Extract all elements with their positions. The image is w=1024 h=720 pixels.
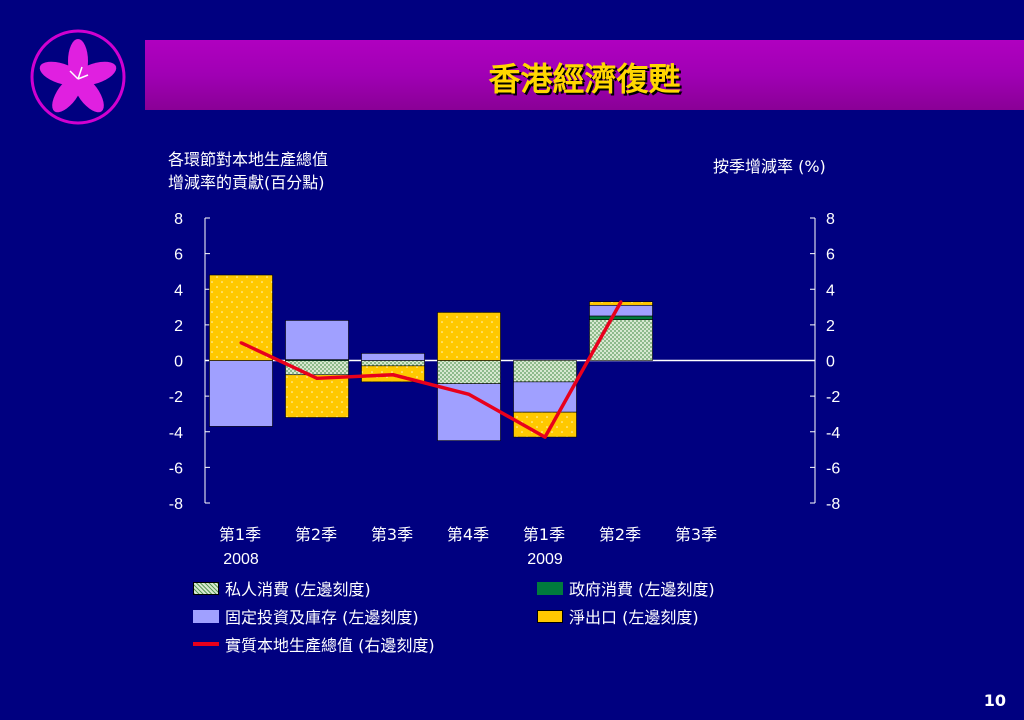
bar-segment (589, 304, 653, 317)
bar-segment (589, 315, 653, 320)
right-tick-label: -6 (826, 460, 840, 477)
gdp-point (543, 435, 547, 439)
legend-swatch (537, 609, 563, 623)
left-tick-label: -2 (169, 389, 183, 406)
right-tick-label: -8 (826, 496, 840, 513)
right-tick-label: 0 (826, 354, 835, 371)
category-label: 第4季 (447, 525, 489, 544)
legend-swatch (537, 581, 563, 595)
legend-label: 政府消費 (左邊刻度) (569, 580, 715, 599)
category-label: 第2季 (295, 525, 337, 544)
left-tick-label: 2 (174, 318, 183, 335)
legend-swatch (193, 609, 219, 623)
gdp-point (239, 341, 243, 345)
legend-swatch (193, 581, 219, 595)
gdp-point (619, 300, 623, 304)
bar-segment (285, 320, 349, 360)
left-tick-label: 6 (174, 247, 183, 264)
legend-item: 固定投資及庫存 (左邊刻度) (193, 604, 419, 628)
bar-segment (361, 353, 425, 361)
bar-segment (513, 381, 577, 413)
left-axis-title-line-2: 增減率的貢獻(百分點) (168, 173, 325, 192)
legend-label: 淨出口 (左邊刻度) (569, 608, 699, 627)
left-tick-label: -8 (169, 496, 183, 513)
right-tick-label: 8 (826, 211, 835, 228)
bar-segment (437, 383, 501, 441)
bar-segment (209, 274, 273, 361)
bauhinia-logo-icon (30, 29, 126, 125)
year-label: 2009 (527, 551, 563, 568)
bar-segment (285, 374, 349, 418)
category-label: 第1季 (219, 525, 261, 544)
right-tick-label: -2 (826, 389, 840, 406)
gdp-point (467, 392, 471, 396)
category-label: 第3季 (371, 525, 413, 544)
legend-item: 私人消費 (左邊刻度) (193, 576, 371, 600)
right-tick-label: 6 (826, 247, 835, 264)
right-tick-label: 2 (826, 318, 835, 335)
right-axis-title: 按季增減率 (%) (713, 157, 826, 176)
gdp-line (240, 300, 623, 439)
legend-item: 實質本地生產總值 (右邊刻度) (193, 632, 435, 656)
legend-swatch (193, 642, 219, 646)
title-bar: 香港經濟復甦 (145, 40, 1024, 110)
right-tick-label: 4 (826, 282, 835, 299)
year-label: 2008 (223, 551, 259, 568)
bar-segment (437, 312, 501, 361)
legend-item: 淨出口 (左邊刻度) (537, 604, 699, 628)
legend-label: 固定投資及庫存 (左邊刻度) (225, 608, 419, 627)
gdp-point (315, 376, 319, 380)
left-tick-label: 4 (174, 282, 183, 299)
left-tick-label: -6 (169, 460, 183, 477)
left-axis-title-line-1: 各環節對本地生產總值 (168, 150, 329, 169)
legend-label: 實質本地生產總值 (右邊刻度) (225, 636, 435, 655)
category-label: 第1季 (523, 525, 565, 544)
legend-label: 私人消費 (左邊刻度) (225, 580, 371, 599)
category-label: 第2季 (599, 525, 641, 544)
bar-segment (209, 360, 273, 427)
page-number: 10 (983, 691, 1006, 710)
bar-segment (437, 360, 501, 384)
left-tick-label: -4 (169, 425, 183, 442)
legend-item: 政府消費 (左邊刻度) (537, 576, 715, 600)
left-axis-title: 各環節對本地生產總值 增減率的貢獻(百分點) (168, 148, 328, 194)
gdp-point (391, 373, 395, 377)
left-tick-label: 8 (174, 211, 183, 228)
page-title: 香港經濟復甦 (488, 60, 681, 98)
left-tick-label: 0 (174, 354, 183, 371)
category-label: 第3季 (675, 525, 717, 544)
right-tick-label: -4 (826, 425, 840, 442)
bar-segment (361, 360, 425, 367)
bar-segment (513, 360, 577, 383)
